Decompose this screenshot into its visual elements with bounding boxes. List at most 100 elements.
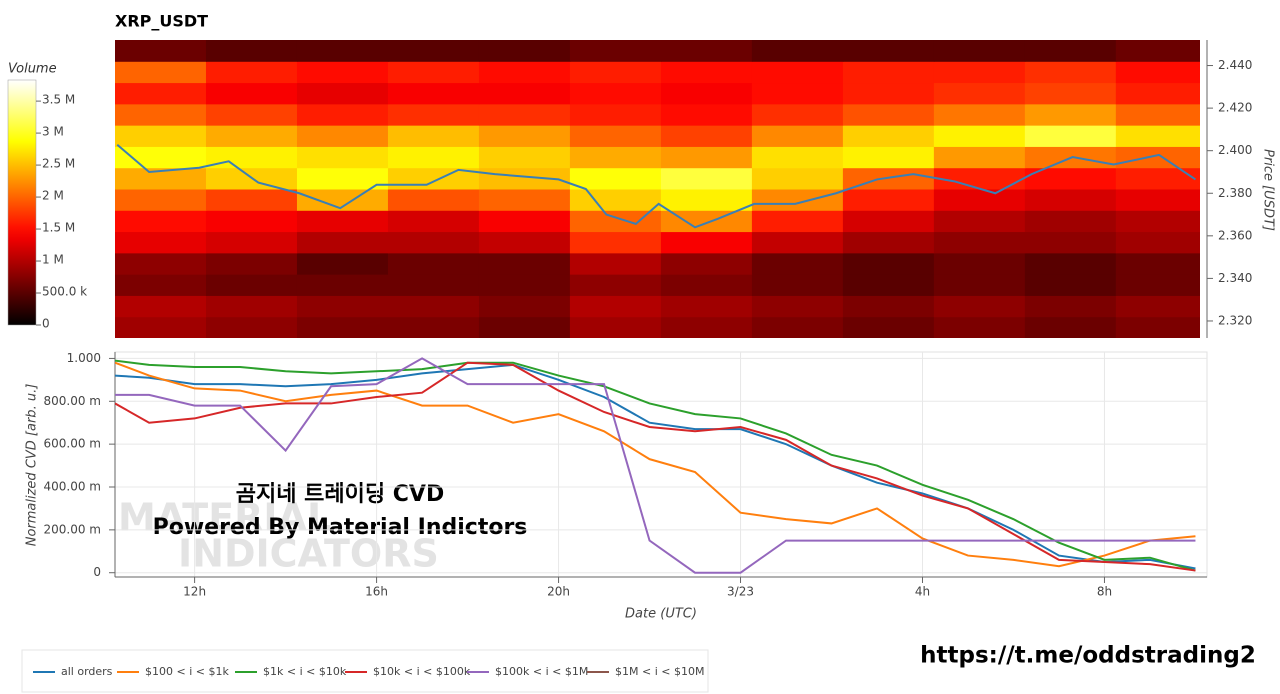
heatmap-cell: [660, 210, 753, 233]
heatmap-cell: [387, 82, 480, 105]
y-tick-label: 2.400: [1218, 143, 1252, 157]
legend-label: $10k < i < $100k: [373, 665, 471, 678]
heatmap-cell: [387, 103, 480, 126]
heatmap-cell: [205, 316, 298, 338]
heatmap-cell: [115, 210, 207, 233]
heatmap-cell: [115, 231, 207, 254]
heatmap-cell: [842, 316, 935, 338]
heatmap-cell: [115, 189, 207, 211]
heatmap-cell: [660, 189, 753, 211]
heatmap: [115, 40, 1200, 338]
heatmap-cell: [569, 252, 662, 275]
heatmap-cell: [296, 252, 389, 275]
heatmap-cell: [751, 61, 844, 84]
heatmap-cell: [205, 274, 298, 296]
heatmap-cell: [842, 189, 935, 211]
heatmap-cell: [478, 189, 571, 211]
heatmap-cell: [205, 125, 298, 147]
heatmap-cell: [478, 125, 571, 147]
heatmap-cell: [1024, 231, 1117, 254]
y-tick-label: 0: [93, 565, 101, 579]
y-axis-label: Price [USDT]: [1261, 149, 1276, 231]
cvd-line: [115, 361, 1196, 572]
y-tick-label: 400.00 m: [44, 480, 102, 494]
heatmap-cell: [1024, 40, 1117, 62]
heatmap-cell: [387, 316, 480, 338]
heatmap-cell: [842, 210, 935, 233]
heatmap-cell: [115, 274, 207, 296]
heatmap-cell: [115, 82, 207, 105]
x-tick-label: 4h: [915, 585, 930, 599]
y-tick-label: 1.000: [67, 351, 101, 365]
heatmap-cell: [933, 82, 1026, 105]
annotation: 곰지네 트레이딩 CVD: [236, 482, 444, 507]
heatmap-cell: [1024, 189, 1117, 211]
heatmap-cell: [660, 125, 753, 147]
heatmap-cell: [478, 146, 571, 169]
heatmap-cell: [569, 82, 662, 105]
heatmap-cell: [660, 167, 753, 190]
heatmap-cell: [1115, 189, 1200, 211]
heatmap-cell: [660, 252, 753, 275]
heatmap-cell: [205, 295, 298, 318]
colorbar-tick-label: 3.5 M: [42, 93, 75, 107]
heatmap-cell: [478, 61, 571, 84]
legend-label: all orders: [61, 665, 113, 678]
heatmap-cell: [1115, 146, 1200, 169]
heatmap-cell: [205, 82, 298, 105]
heatmap-cell: [115, 316, 207, 338]
heatmap-cell: [751, 103, 844, 126]
chart-title: XRP_USDT: [115, 12, 208, 31]
heatmap-cell: [569, 274, 662, 296]
heatmap-cell: [115, 103, 207, 126]
heatmap-cell: [660, 231, 753, 254]
heatmap-cell: [751, 295, 844, 318]
cvd-line: [115, 363, 1196, 570]
heatmap-cell: [569, 210, 662, 233]
y-tick-label: 600.00 m: [44, 437, 102, 451]
heatmap-cell: [933, 146, 1026, 169]
heatmap-cell: [751, 231, 844, 254]
legend: all orders $100 < i < $1k $1k < i < $10k $1…: [33, 665, 704, 678]
y-tick-label: 2.340: [1218, 271, 1252, 285]
heatmap-cell: [478, 231, 571, 254]
heatmap-cell: [296, 103, 389, 126]
legend-label: $100k < i < $1M: [495, 665, 588, 678]
heatmap-cell: [933, 252, 1026, 275]
heatmap-cell: [751, 316, 844, 338]
heatmap-cell: [478, 295, 571, 318]
link[interactable]: https://t.me/oddstrading2: [920, 643, 1256, 669]
heatmap-cell: [296, 125, 389, 147]
heatmap-cell: [751, 252, 844, 275]
colorbar-tick-label: 0: [42, 317, 50, 331]
heatmap-cell: [296, 40, 389, 62]
heatmap-cell: [296, 61, 389, 84]
heatmap-cell: [842, 231, 935, 254]
heatmap-cell: [1024, 103, 1117, 126]
heatmap-cell: [1024, 252, 1117, 275]
heatmap-cell: [296, 167, 389, 190]
heatmap-cell: [205, 146, 298, 169]
heatmap-cell: [933, 210, 1026, 233]
heatmap-cell: [296, 210, 389, 233]
watermark: MATERIAL: [118, 496, 331, 540]
heatmap-cell: [478, 82, 571, 105]
heatmap-cell: [933, 40, 1026, 62]
heatmap-cell: [569, 295, 662, 318]
heatmap-cell: [387, 40, 480, 62]
heatmap-cell: [1115, 125, 1200, 147]
heatmap-cell: [660, 274, 753, 296]
heatmap-cell: [569, 231, 662, 254]
colorbar-tick-label: 3 M: [42, 125, 64, 139]
heatmap-cell: [115, 167, 207, 190]
heatmap-cell: [1024, 82, 1117, 105]
heatmap-cell: [296, 231, 389, 254]
colorbar: [7, 79, 37, 326]
heatmap-cell: [842, 125, 935, 147]
heatmap-cell: [296, 189, 389, 211]
x-tick-label: 8h: [1097, 585, 1112, 599]
heatmap-cell: [205, 231, 298, 254]
heatmap-cell: [569, 146, 662, 169]
heatmap-cell: [115, 40, 207, 62]
